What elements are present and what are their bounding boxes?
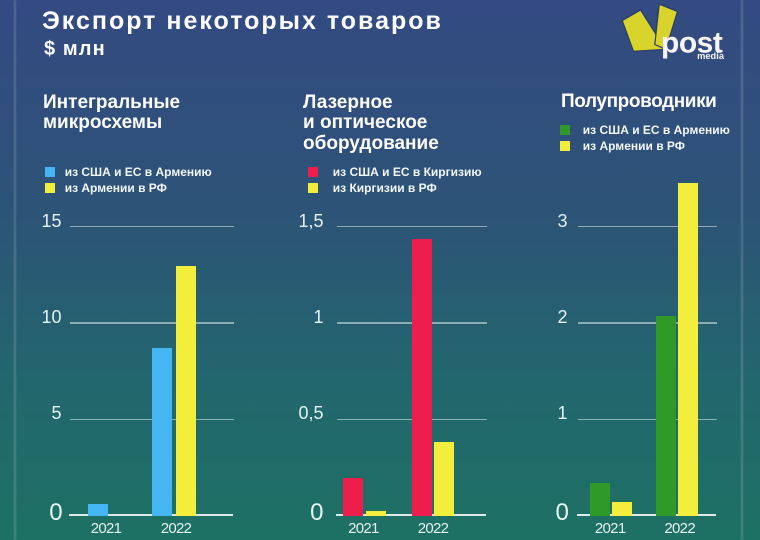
svg-text:post: post — [661, 27, 723, 60]
svg-text:media: media — [697, 51, 725, 61]
